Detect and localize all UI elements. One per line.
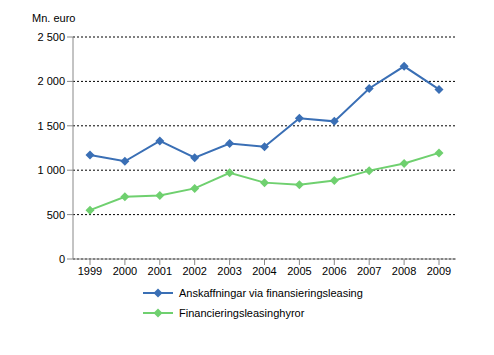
html-text:Anskaffningar via finansiering: Anskaffningar via finansieringsleasing xyxy=(179,287,363,299)
svg-text:2 500: 2 500 xyxy=(37,31,65,43)
svg-text:2007: 2007 xyxy=(357,265,381,277)
svg-text:2001: 2001 xyxy=(148,265,172,277)
svg-text:1999: 1999 xyxy=(78,265,102,277)
svg-text:2005: 2005 xyxy=(287,265,311,277)
html-text:Financieringsleasinghyror: Financieringsleasinghyror xyxy=(179,307,305,319)
html-text:Mn. euro: Mn. euro xyxy=(32,12,76,24)
svg-text:500: 500 xyxy=(47,209,65,221)
svg-text:2004: 2004 xyxy=(252,265,276,277)
svg-text:2008: 2008 xyxy=(392,265,416,277)
svg-text:1 000: 1 000 xyxy=(37,164,65,176)
svg-text:0: 0 xyxy=(59,253,65,265)
svg-text:2009: 2009 xyxy=(427,265,451,277)
svg-text:2006: 2006 xyxy=(322,265,346,277)
svg-text:1 500: 1 500 xyxy=(37,120,65,132)
svg-text:2000: 2000 xyxy=(113,265,137,277)
svg-text:2 000: 2 000 xyxy=(37,75,65,87)
svg-text:2002: 2002 xyxy=(182,265,206,277)
svg-text:2003: 2003 xyxy=(217,265,241,277)
